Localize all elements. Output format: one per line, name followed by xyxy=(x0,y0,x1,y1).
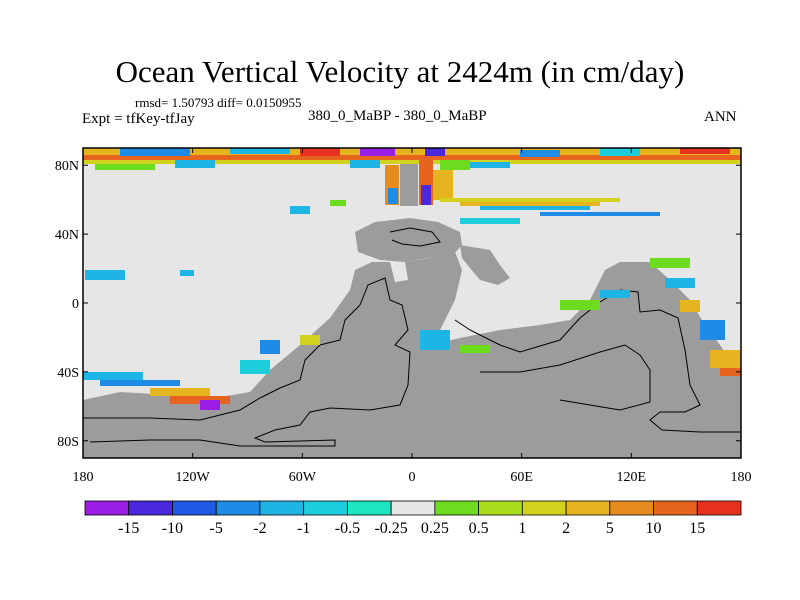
colorbar-label: 5 xyxy=(606,520,614,537)
lon-tick-label: 60E xyxy=(510,470,533,485)
colorbar-label: -0.5 xyxy=(335,520,360,537)
colorbar-label: -10 xyxy=(162,520,183,537)
lon-tick-label: 60W xyxy=(289,470,317,485)
colorbar-swatch xyxy=(609,500,654,516)
colorbar-swatch xyxy=(128,500,173,516)
lon-tick-label: 0 xyxy=(409,470,416,485)
colorbar-swatch xyxy=(172,500,217,516)
coastline-contours xyxy=(83,227,741,447)
land-eurasia-africa xyxy=(355,218,462,262)
lat-tick-label: 80N xyxy=(55,159,79,174)
colorbar-swatch xyxy=(696,500,742,516)
colorbar-swatch xyxy=(303,500,348,516)
lon-tick-label: 120W xyxy=(176,470,211,485)
longitude-ticks: 180 120W 60W 0 60E 120E 180 xyxy=(73,148,752,485)
land-asia-arm xyxy=(460,245,510,285)
lat-tick-label: 0 xyxy=(72,297,79,312)
lat-tick-label: 40S xyxy=(57,366,79,381)
colorbar-swatch xyxy=(84,500,130,516)
land-masses xyxy=(83,150,741,458)
coastline-east-land xyxy=(454,289,741,433)
velocity-patches xyxy=(83,148,741,410)
coastline-north-land xyxy=(389,227,441,247)
plot-title: Ocean Vertical Velocity at 2424m (in cm/… xyxy=(115,54,685,89)
colorbar-swatch xyxy=(653,500,698,516)
colorbar-swatch xyxy=(565,500,611,516)
land-antarctica xyxy=(83,252,741,458)
experiment-label: Expt = tfKey-tfJay xyxy=(82,111,195,127)
colorbar-label: 0.25 xyxy=(421,520,449,537)
colorbar-swatch xyxy=(259,500,305,516)
stats-label: rmsd= 1.50793 diff= 0.0150955 xyxy=(135,95,302,110)
lat-tick-label: 40N xyxy=(55,228,79,243)
colorbar-label: 15 xyxy=(689,520,705,537)
lon-tick-label: 180 xyxy=(731,470,752,485)
colorbar-label: -15 xyxy=(118,520,139,537)
lat-tick-label: 80S xyxy=(57,435,79,450)
colorbar-label: 0.5 xyxy=(469,520,489,537)
colorbar-label: 1 xyxy=(518,520,526,537)
colorbar-label: -5 xyxy=(210,520,223,537)
colorbar: -15 -10 -5 -2 -1 -0.5 -0.25 0.25 0.5 1 2 5 10 15 xyxy=(84,500,742,537)
colorbar-swatch xyxy=(390,500,436,516)
season-label: ANN xyxy=(704,109,737,125)
colorbar-label: -1 xyxy=(297,520,310,537)
latitude-ticks: 80N 40N 0 40S 80S xyxy=(55,159,741,450)
colorbar-swatch xyxy=(215,500,261,516)
coastline-west-land xyxy=(480,344,651,411)
colorbar-label: -2 xyxy=(253,520,266,537)
colorbar-label: 2 xyxy=(562,520,570,537)
colorbar-label: -0.25 xyxy=(374,520,407,537)
colorbar-label: 10 xyxy=(646,520,662,537)
colorbar-swatch xyxy=(346,500,392,516)
colorbar-swatch xyxy=(478,500,523,516)
case-label: 380_0_MaBP - 380_0_MaBP xyxy=(308,108,487,124)
lon-tick-label: 180 xyxy=(73,470,94,485)
colorbar-swatch xyxy=(521,500,567,516)
lon-tick-label: 120E xyxy=(617,470,647,485)
colorbar-swatch xyxy=(434,500,480,516)
coastline-south-land xyxy=(83,277,411,447)
map-plot-area xyxy=(83,148,741,458)
